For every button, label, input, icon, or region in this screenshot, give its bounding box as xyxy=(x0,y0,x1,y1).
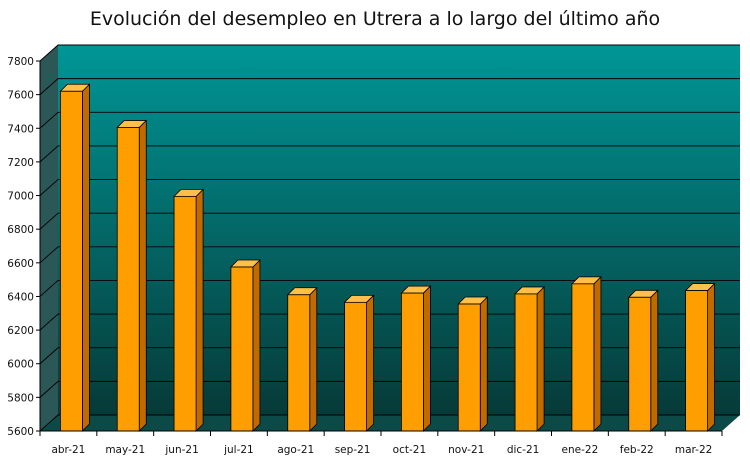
y-tick-label: 5600 xyxy=(7,426,34,438)
y-tick-label: 7000 xyxy=(7,191,34,203)
x-tick-label: may-21 xyxy=(105,444,145,456)
bar xyxy=(457,296,489,432)
y-axis-ticks: 5600 5800 6000 6200 6400 6600 6800 7000 7200 7400… xyxy=(7,56,40,438)
y-tick-label: 6600 xyxy=(7,258,34,270)
bar-side xyxy=(138,119,147,432)
x-tick-label: mar-22 xyxy=(675,444,712,456)
bar xyxy=(400,285,432,432)
bar xyxy=(59,83,91,432)
gridline xyxy=(39,280,740,297)
chart-title: Evolución del desempleo en Utrera a lo l… xyxy=(89,8,661,30)
x-tick-label: jul-21 xyxy=(223,444,254,456)
plot-background xyxy=(40,45,740,431)
bar-side xyxy=(593,275,602,432)
gridline xyxy=(39,347,740,365)
gridline xyxy=(39,313,740,331)
side-wall xyxy=(40,45,58,431)
gridline xyxy=(39,380,740,398)
bar-front xyxy=(571,283,595,432)
x-tick-label: jun-21 xyxy=(164,444,198,456)
bar-front xyxy=(344,301,367,432)
bar xyxy=(343,294,375,432)
x-tick-label: abr-21 xyxy=(51,444,85,456)
y-tick-label: 7600 xyxy=(7,90,34,102)
x-tick-label: ene-22 xyxy=(562,444,599,456)
bar-side xyxy=(195,188,204,432)
y-tick-label: 6800 xyxy=(7,224,34,236)
bar xyxy=(173,188,205,432)
x-axis-ticks: abr-21 may-21 jun-21 jul-21 ago-21 sep-21 oct-… xyxy=(39,431,723,456)
bar-side xyxy=(707,282,715,432)
bar-front xyxy=(173,195,197,432)
y-tick-label: 7400 xyxy=(7,123,34,135)
x-tick-label: nov-21 xyxy=(448,444,484,456)
bar-side xyxy=(366,294,374,432)
bar xyxy=(229,259,261,432)
gridline xyxy=(39,111,740,129)
bar xyxy=(116,119,148,432)
bar-front xyxy=(514,293,538,432)
bar-front xyxy=(685,290,708,432)
gridline xyxy=(39,212,740,230)
bar-front xyxy=(230,266,254,432)
gridline xyxy=(39,145,740,163)
bar-side xyxy=(309,286,318,432)
bar xyxy=(684,282,716,432)
bar-side xyxy=(423,285,431,432)
bar-side xyxy=(536,285,545,432)
gridline xyxy=(39,179,740,196)
x-tick-label: dic-21 xyxy=(507,444,540,456)
gridline xyxy=(39,78,740,95)
bar-side xyxy=(479,296,488,432)
gridline xyxy=(39,414,740,432)
y-tick-label: 6200 xyxy=(7,325,34,337)
bar-front xyxy=(116,127,140,432)
bars xyxy=(59,83,716,432)
y-tick-label: 6000 xyxy=(7,359,34,371)
bar-front xyxy=(287,294,311,432)
bar-side xyxy=(650,289,659,432)
gridline xyxy=(39,44,740,62)
bar-front xyxy=(60,90,83,432)
floor xyxy=(40,415,740,431)
bar xyxy=(286,286,318,432)
x-tick-label: sep-21 xyxy=(335,444,371,456)
bar xyxy=(570,275,602,432)
x-tick-label: feb-22 xyxy=(620,444,654,456)
bar xyxy=(627,289,659,432)
bar-front xyxy=(401,292,424,432)
y-tick-label: 5800 xyxy=(7,392,34,404)
bar-side xyxy=(252,259,261,432)
y-tick-label: 7200 xyxy=(7,157,34,169)
y-tick-label: 6400 xyxy=(7,291,34,303)
y-tick-label: 7800 xyxy=(7,56,34,68)
bar-front xyxy=(457,303,481,432)
x-tick-label: ago-21 xyxy=(277,444,314,456)
gridlines xyxy=(39,44,740,432)
gridline xyxy=(39,246,740,264)
bar xyxy=(514,285,546,432)
bar-side xyxy=(82,83,90,432)
bar-front xyxy=(628,296,652,432)
x-tick-label: oct-21 xyxy=(393,444,426,456)
back-wall xyxy=(58,45,740,415)
